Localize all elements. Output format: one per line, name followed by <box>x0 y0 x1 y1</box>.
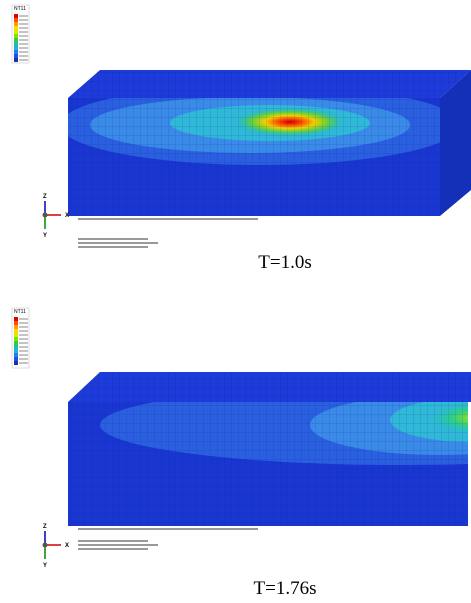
legend-title: NT11 <box>14 309 26 315</box>
legend-text-placeholder <box>19 334 28 336</box>
legend-swatch <box>14 58 18 62</box>
legend-swatch <box>14 333 18 337</box>
legend-text-placeholder <box>19 318 28 320</box>
legend-text-placeholder <box>19 330 28 332</box>
legend-swatch <box>14 357 18 361</box>
legend-swatch <box>14 46 18 50</box>
legend-text-placeholder <box>19 51 28 53</box>
legend-text-placeholder <box>19 338 28 340</box>
top-mesh <box>68 70 471 98</box>
legend-swatch <box>14 34 18 38</box>
legend-swatch <box>14 349 18 353</box>
front-face <box>68 402 468 526</box>
side-face <box>440 70 471 216</box>
legend-swatch <box>14 321 18 325</box>
legend-swatch <box>14 325 18 329</box>
legend-text-placeholder <box>19 59 28 61</box>
legend-swatch <box>14 38 18 42</box>
legend-text-placeholder <box>19 358 28 360</box>
legend-text-placeholder <box>19 354 28 356</box>
legend-swatch <box>14 345 18 349</box>
legend-text-placeholder <box>19 15 28 17</box>
legend-text-placeholder <box>19 31 28 33</box>
legend-text-placeholder <box>19 362 28 364</box>
axis-label: Y <box>43 563 47 569</box>
legend-swatch <box>14 337 18 341</box>
legend-title: NT11 <box>14 6 26 12</box>
legend-text-placeholder <box>19 47 28 49</box>
legend-text-placeholder <box>19 19 28 21</box>
legend-swatch <box>14 361 18 365</box>
triad: X Z Y <box>42 524 69 569</box>
legend-swatch <box>14 54 18 58</box>
caption: T=1.76s <box>254 578 317 599</box>
legend-swatch <box>14 50 18 54</box>
info-text <box>78 528 258 550</box>
legend-text-placeholder <box>19 43 28 45</box>
info-text <box>78 218 258 248</box>
legend-swatch <box>14 42 18 46</box>
top-mesh <box>68 372 471 402</box>
legend-text-placeholder <box>19 39 28 41</box>
axis-label: X <box>65 213 69 219</box>
legend-text-placeholder <box>19 322 28 324</box>
legend-swatch <box>14 329 18 333</box>
front-face <box>68 98 440 216</box>
legend-text-placeholder <box>19 342 28 344</box>
panel: NT11 X Z Y T=1.0s <box>11 4 471 273</box>
panel: NT11 X Z Y T=1.76s <box>11 307 471 599</box>
axis-label: Y <box>43 233 47 239</box>
legend-swatch <box>14 341 18 345</box>
legend-text-placeholder <box>19 23 28 25</box>
axis-label: Z <box>43 524 47 530</box>
legend-text-placeholder <box>19 350 28 352</box>
triad: X Z Y <box>42 194 69 239</box>
legend-swatch <box>14 26 18 30</box>
legend-swatch <box>14 18 18 22</box>
axis-label: X <box>65 543 69 549</box>
legend-swatch <box>14 353 18 357</box>
legend-text-placeholder <box>19 346 28 348</box>
legend-text-placeholder <box>19 55 28 57</box>
legend-swatch <box>14 14 18 18</box>
color-legend <box>14 14 28 62</box>
caption: T=1.0s <box>258 252 311 273</box>
legend-swatch <box>14 30 18 34</box>
legend-text-placeholder <box>19 35 28 37</box>
legend-text-placeholder <box>19 27 28 29</box>
color-legend <box>14 317 28 365</box>
axis-label: Z <box>43 194 47 200</box>
legend-swatch <box>14 22 18 26</box>
legend-swatch <box>14 317 18 321</box>
legend-text-placeholder <box>19 326 28 328</box>
